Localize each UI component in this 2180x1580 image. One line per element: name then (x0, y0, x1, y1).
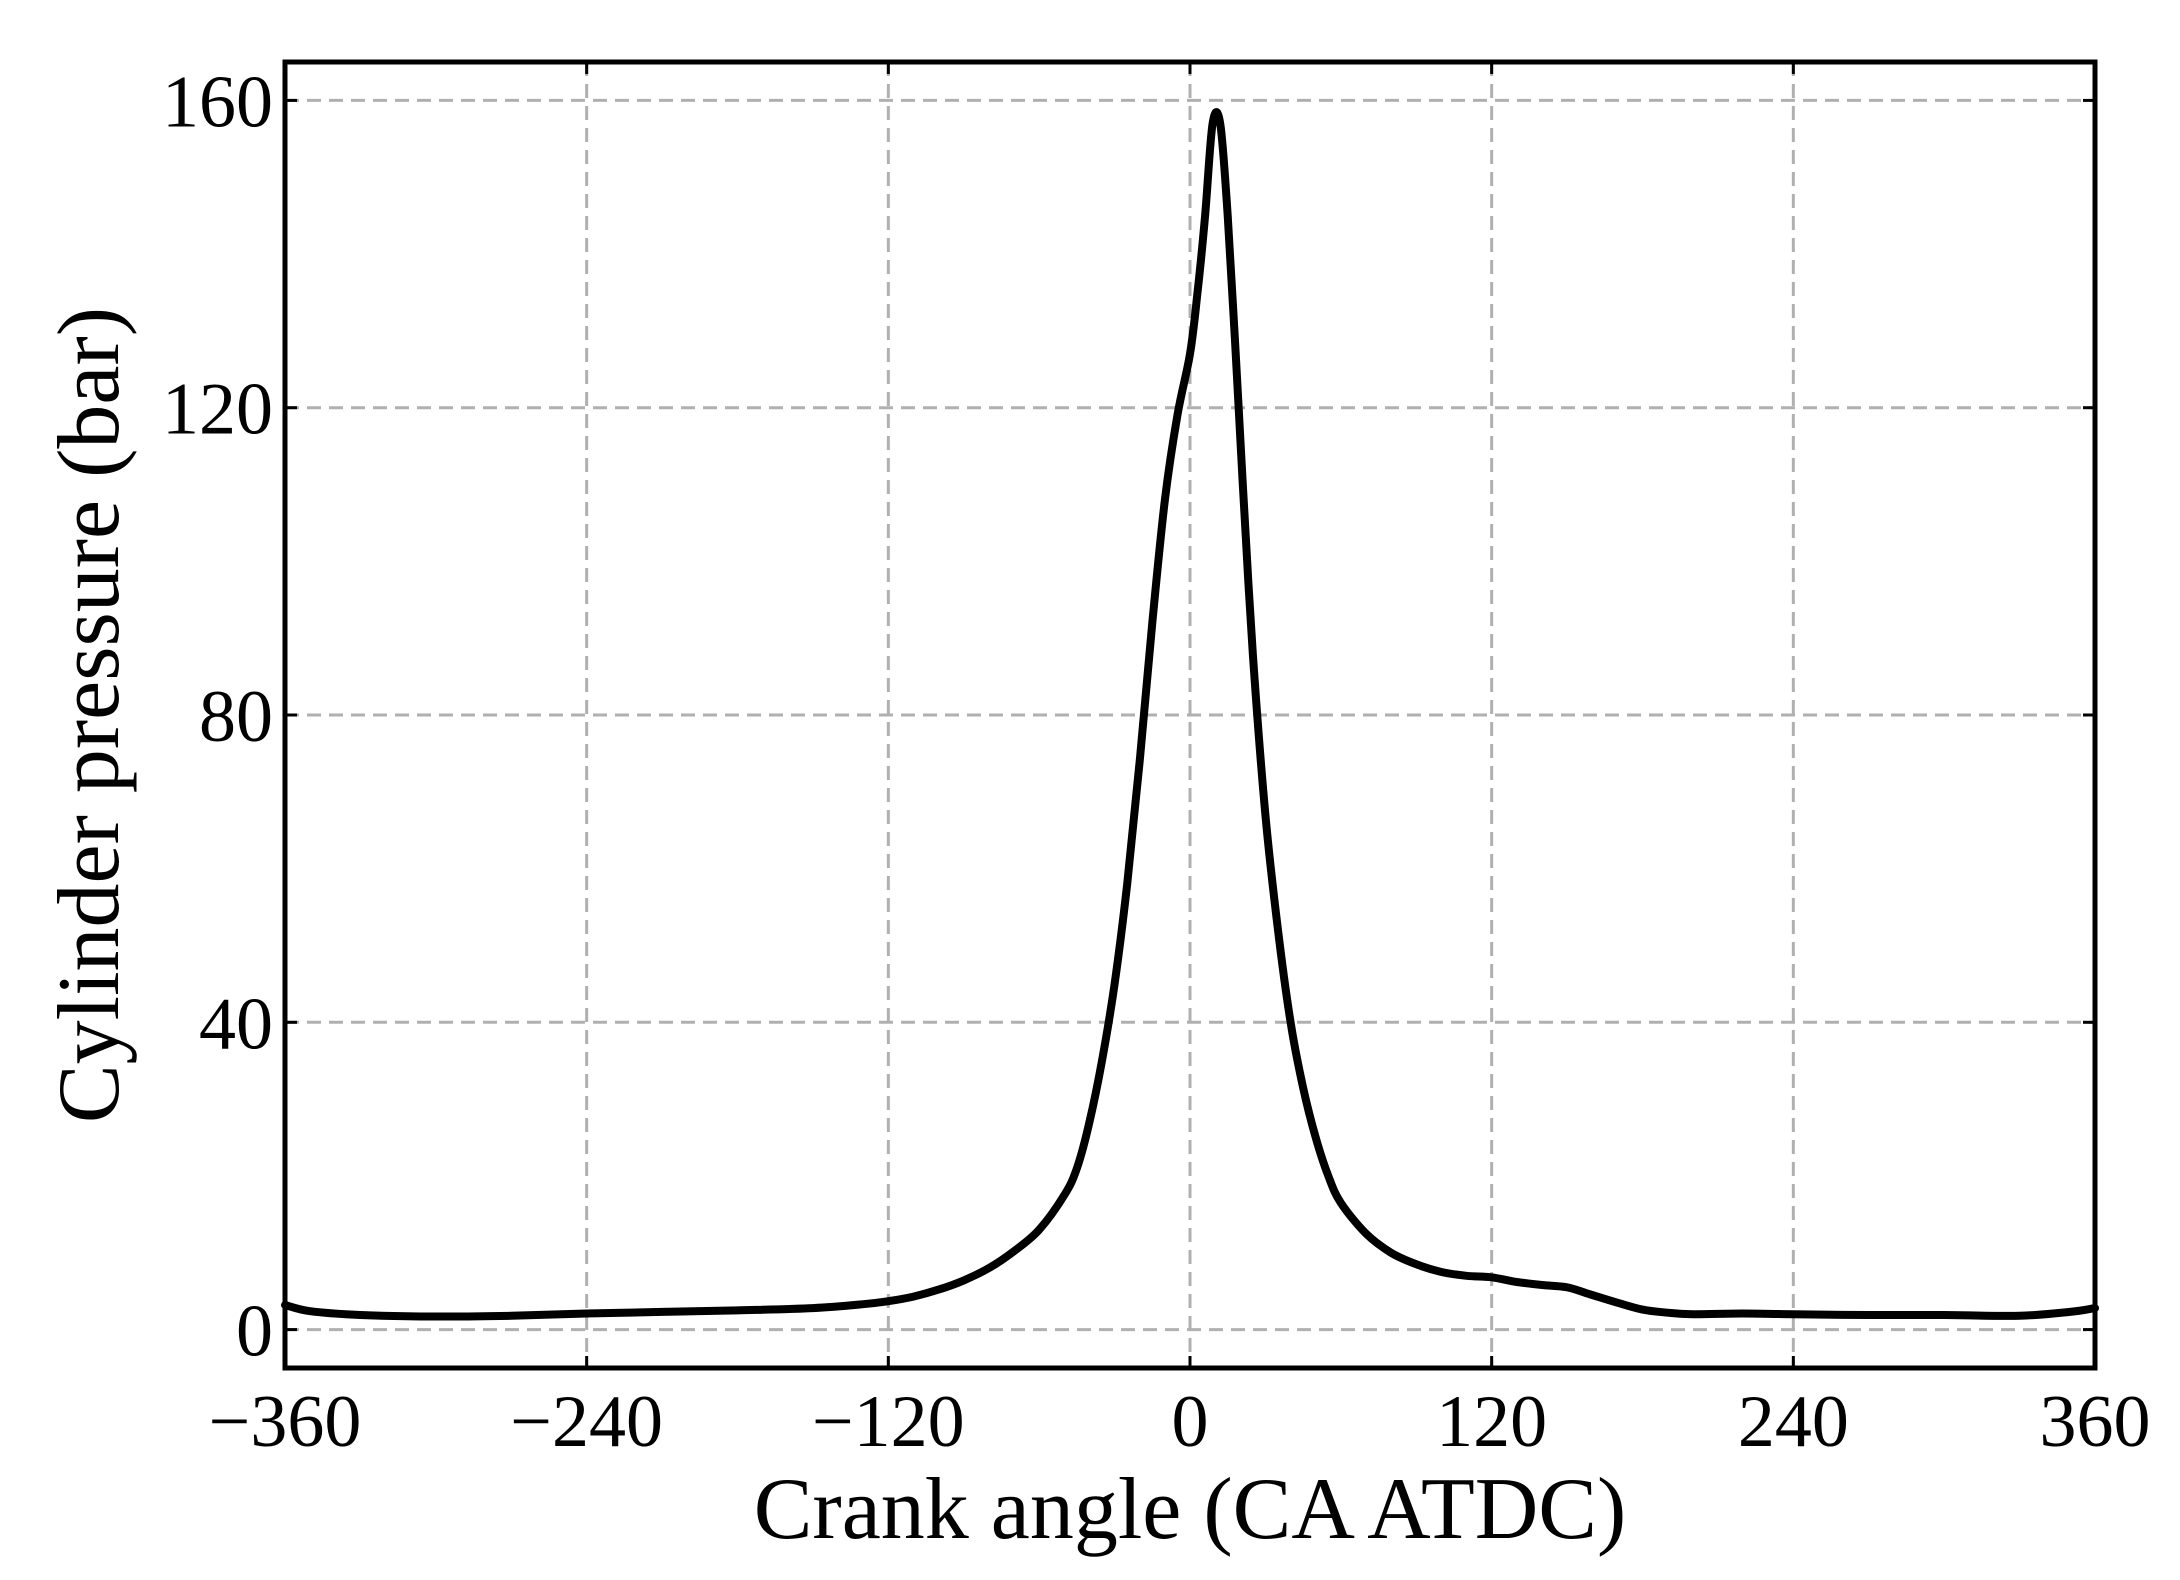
x-tick-label: 120 (1436, 1381, 1547, 1463)
x-tick-label: 240 (1738, 1381, 1849, 1463)
x-tick-label: 360 (2040, 1381, 2151, 1463)
x-tick-label: −120 (812, 1381, 965, 1463)
y-tick-label: 160 (162, 61, 273, 143)
x-tick-label: −240 (510, 1381, 663, 1463)
series-layer (281, 107, 2099, 1321)
y-tick-label: 0 (236, 1291, 273, 1373)
y-tick-label: 40 (199, 983, 273, 1065)
y-axis-title: Cylinder pressure (bar) (41, 307, 138, 1123)
plot-frame (282, 59, 2098, 1371)
x-axis-title: Crank angle (CA ATDC) (754, 1461, 1627, 1558)
x-tick-labels: −360 −240 −120 0 120 240 360 (209, 1381, 2151, 1463)
y-tick-label: 120 (162, 369, 273, 451)
series-line-0 (281, 107, 2099, 1321)
y-tick-label: 80 (199, 676, 273, 758)
x-tick-label: −360 (209, 1381, 362, 1463)
y-tick-labels: 0 40 80 120 160 (162, 61, 273, 1372)
x-tick-label: 0 (1172, 1381, 1209, 1463)
grid (285, 62, 2095, 1368)
